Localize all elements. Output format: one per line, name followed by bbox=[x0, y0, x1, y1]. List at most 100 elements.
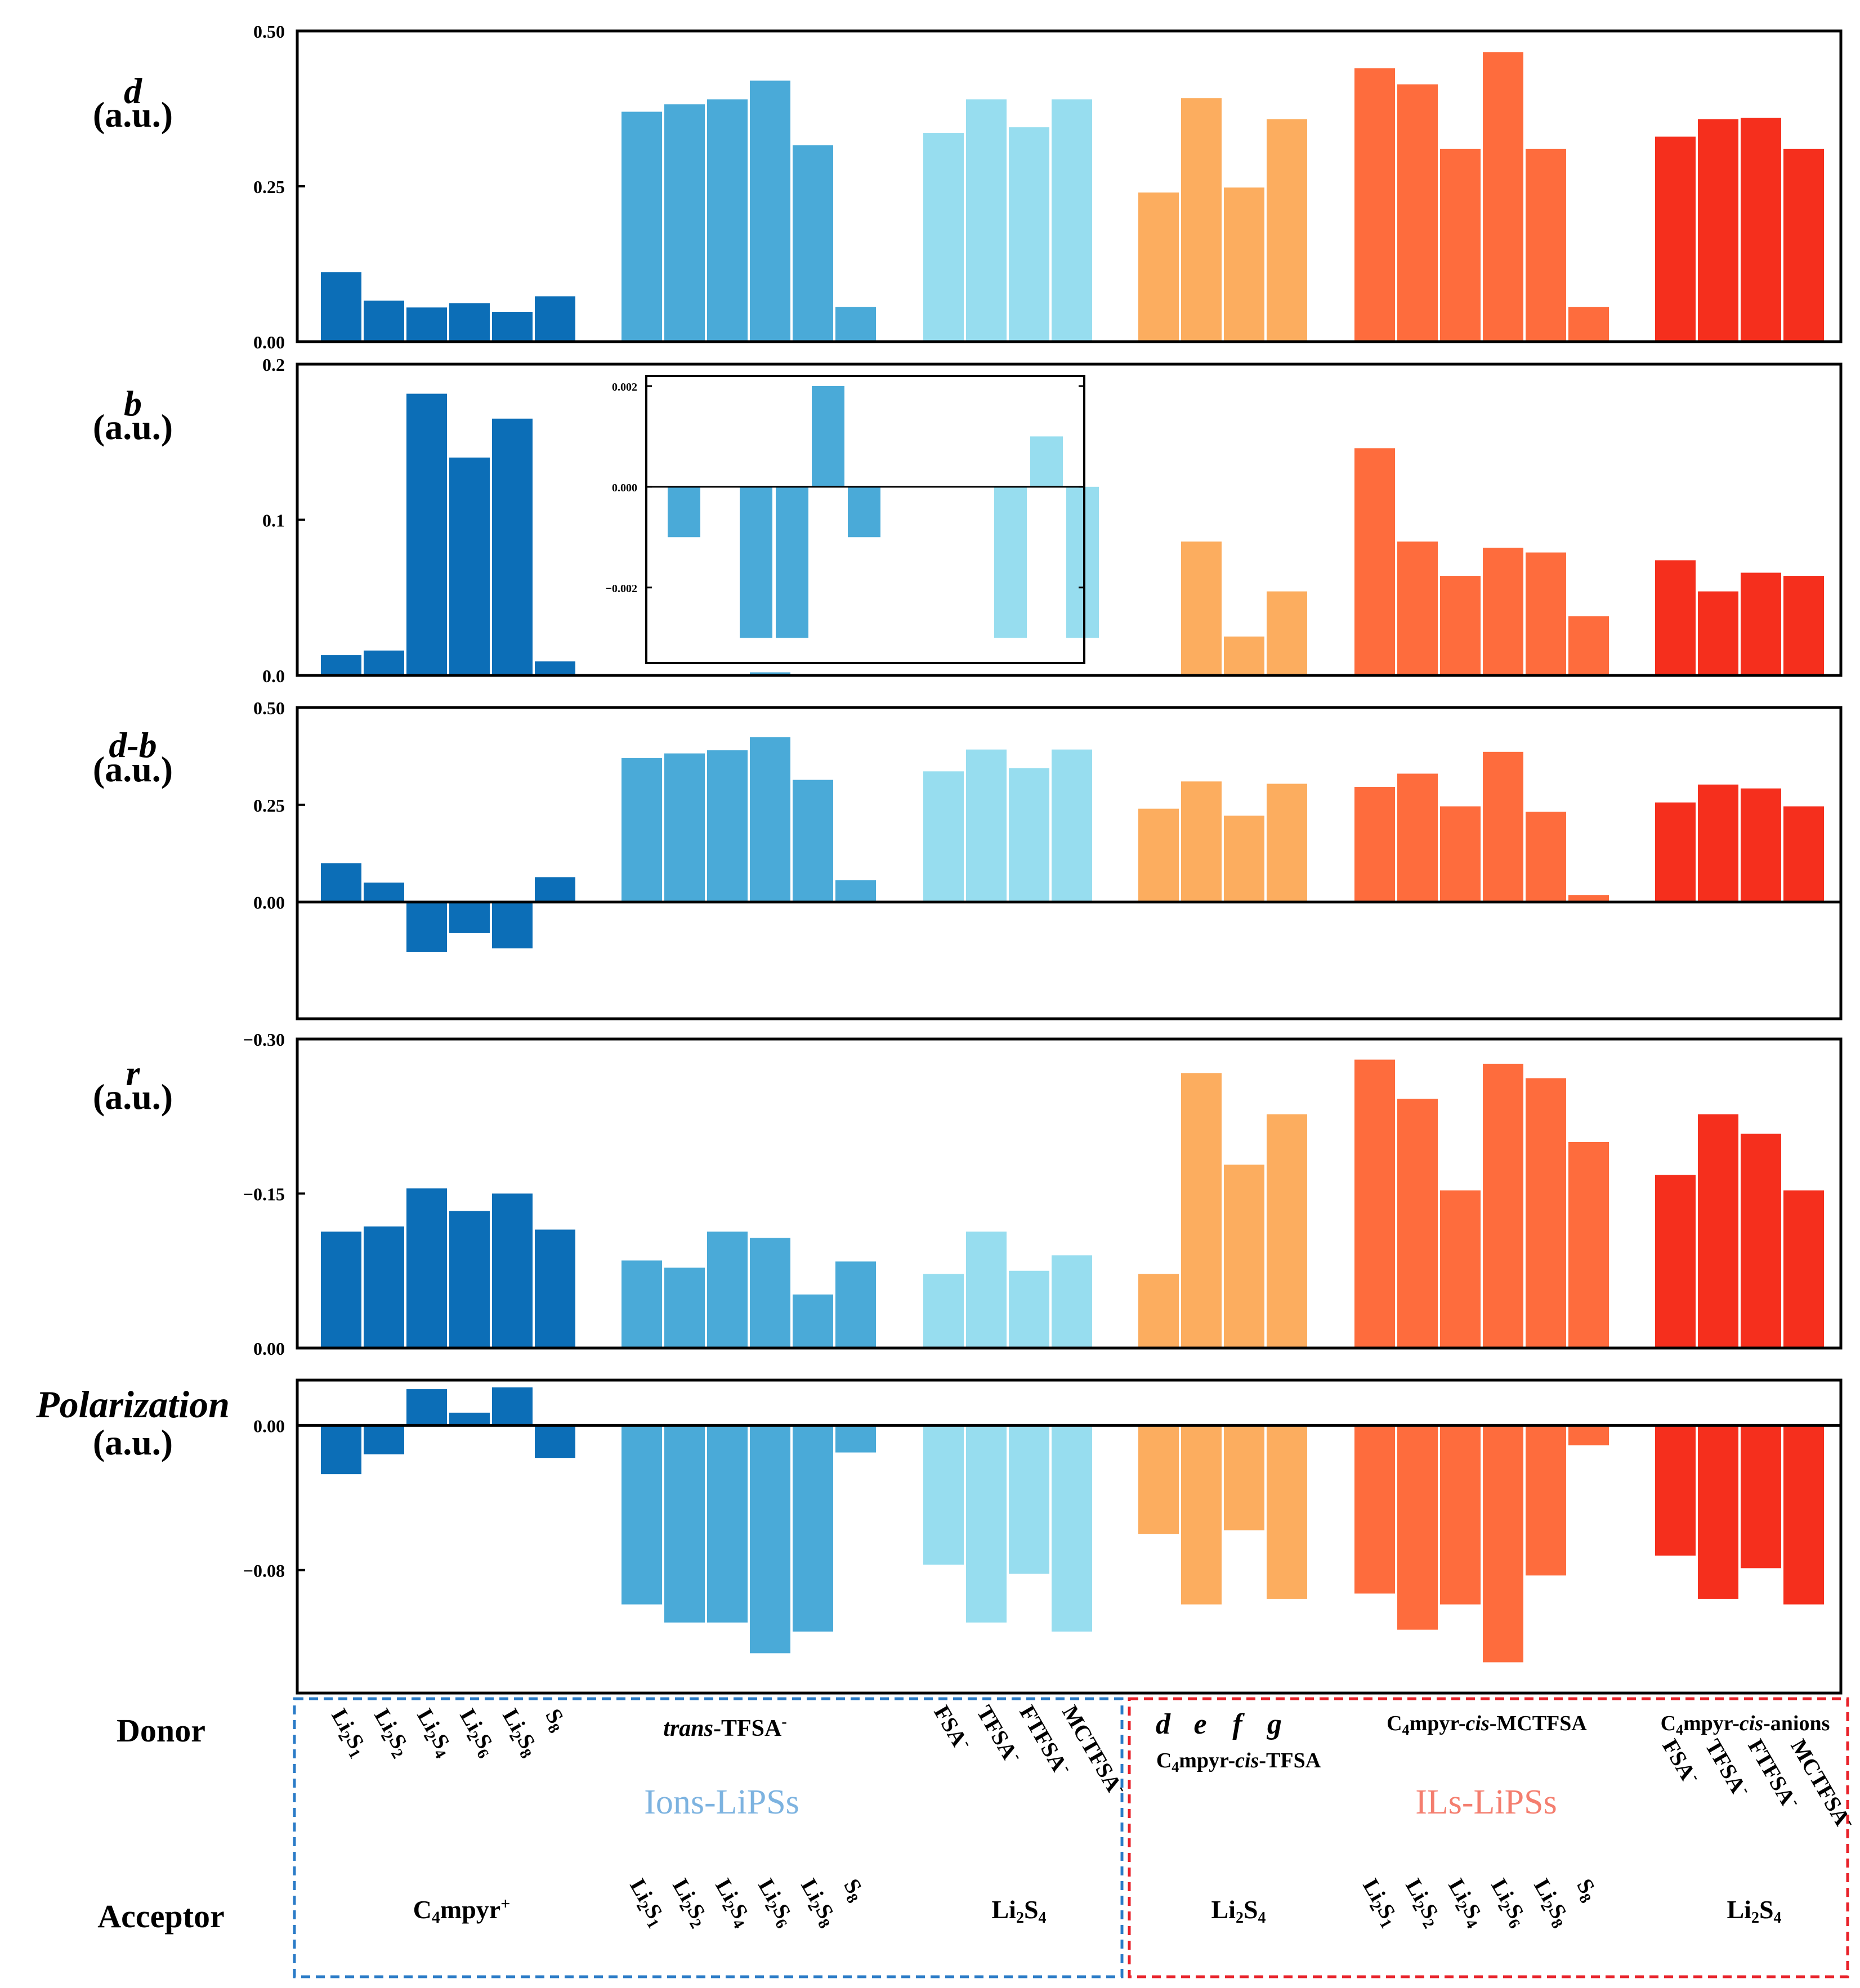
bar-b-g1-1 bbox=[321, 655, 361, 675]
bar-polarization-g1-1 bbox=[321, 1425, 361, 1475]
bar-d-b-g4-2 bbox=[1181, 781, 1222, 902]
ylabel-b: b bbox=[124, 383, 142, 423]
bar-d-g6-4 bbox=[1783, 149, 1824, 342]
bar-d-b-g3-2 bbox=[966, 749, 1007, 902]
ylabel-unit-d: (a.u.) bbox=[93, 95, 173, 135]
donor-g4-label: C4mpyr-cis-TFSA bbox=[1156, 1749, 1321, 1775]
acceptor-g2-label-6: S8 bbox=[836, 1874, 871, 1906]
bar-polarization-g6-3 bbox=[1741, 1425, 1781, 1569]
bar-polarization-g5-2 bbox=[1397, 1425, 1438, 1630]
bar-d-g6-3 bbox=[1741, 118, 1781, 342]
bar-b-g6-2 bbox=[1698, 591, 1738, 675]
ytick-label-r-1: −0.15 bbox=[243, 1184, 285, 1205]
acceptor-g2-label-2: Li2S2 bbox=[665, 1874, 714, 1932]
donor-g4-letter-g: g bbox=[1267, 1708, 1282, 1740]
inset-bar-g3-3 bbox=[1030, 436, 1063, 487]
bar-b-g2-4 bbox=[750, 672, 790, 675]
bar-d-g1-3 bbox=[406, 307, 447, 342]
ytick-label-polarization-0: 0.00 bbox=[253, 1416, 285, 1436]
bar-d-g4-1 bbox=[1138, 192, 1179, 342]
bar-polarization-g5-1 bbox=[1354, 1425, 1395, 1594]
bar-polarization-g3-4 bbox=[1052, 1425, 1092, 1632]
inset-bar-g2-5 bbox=[812, 386, 844, 487]
bar-r-g6-4 bbox=[1783, 1190, 1824, 1348]
bar-d-b-g2-2 bbox=[664, 753, 705, 902]
acceptor-g3-label: Li2S4 bbox=[991, 1895, 1046, 1927]
acceptor-g2-label-3: Li2S4 bbox=[708, 1874, 757, 1932]
bar-r-g2-4 bbox=[750, 1238, 790, 1348]
ylabel-r: r bbox=[126, 1053, 141, 1093]
donor-g1-label-6: S8 bbox=[538, 1704, 573, 1736]
plot-frame-polarization bbox=[296, 1378, 1843, 1695]
panel-b: 0.0 0.1 0.2 b(a.u.) 0.002 0.000 −0.002 bbox=[93, 355, 1843, 686]
bar-polarization-g5-4 bbox=[1483, 1425, 1523, 1663]
acceptor-g4-label: Li2S4 bbox=[1211, 1895, 1266, 1927]
bar-d-g2-6 bbox=[835, 307, 876, 342]
bar-polarization-g1-5 bbox=[492, 1387, 533, 1426]
bar-d-g3-1 bbox=[923, 133, 964, 342]
acceptor-g5-label-2: Li2S2 bbox=[1398, 1874, 1447, 1932]
bar-b-g1-4 bbox=[449, 457, 490, 675]
inset-b: 0.002 0.000 −0.002 bbox=[606, 375, 1099, 664]
bar-d-g5-4 bbox=[1483, 52, 1523, 342]
donor-g4-letter-d: d bbox=[1156, 1708, 1171, 1740]
bar-d-g1-1 bbox=[321, 272, 361, 342]
bar-b-g6-4 bbox=[1783, 576, 1824, 675]
donor-g6-anion-label-1: FSA- bbox=[1657, 1734, 1705, 1789]
bar-r-g6-3 bbox=[1741, 1134, 1781, 1348]
plot-frame-d-b bbox=[296, 706, 1843, 1020]
donor-g6-label: C4mpyr-cis-anions bbox=[1661, 1712, 1830, 1738]
bar-r-g5-4 bbox=[1483, 1063, 1523, 1348]
bar-r-g1-1 bbox=[321, 1232, 361, 1348]
bar-r-g2-1 bbox=[622, 1260, 662, 1348]
bar-d-b-g1-6 bbox=[535, 877, 575, 902]
bar-d-b-g5-4 bbox=[1483, 751, 1523, 902]
bar-b-g5-3 bbox=[1440, 576, 1481, 675]
inset-ytick-label-2: −0.002 bbox=[606, 583, 637, 595]
bar-r-g3-2 bbox=[966, 1232, 1007, 1348]
bar-polarization-g2-4 bbox=[750, 1425, 790, 1654]
bar-r-g1-2 bbox=[364, 1226, 404, 1348]
donor-g1-label-2: Li2S2 bbox=[366, 1704, 416, 1762]
bar-d-b-g5-5 bbox=[1526, 812, 1566, 902]
bar-d-b-g3-1 bbox=[923, 771, 964, 902]
donor-label: Donor bbox=[117, 1712, 205, 1749]
bar-polarization-g2-1 bbox=[622, 1425, 662, 1605]
bar-d-b-g2-5 bbox=[793, 780, 833, 902]
bar-b-g4-4 bbox=[1267, 591, 1307, 675]
ions-lipss-title: Ions-LiPSs bbox=[644, 1783, 799, 1821]
bar-d-b-g5-6 bbox=[1568, 895, 1609, 902]
bar-d-g5-3 bbox=[1440, 149, 1481, 342]
bar-d-b-g1-1 bbox=[321, 863, 361, 902]
bar-b-g5-2 bbox=[1397, 541, 1438, 675]
ylabel-unit-r: (a.u.) bbox=[93, 1077, 173, 1117]
panel-d-b: 0.00 0.25 0.50 d-b(a.u.) bbox=[93, 698, 1843, 1020]
inset-bar-g3-4 bbox=[1066, 486, 1099, 638]
bar-polarization-g4-3 bbox=[1224, 1425, 1264, 1530]
bar-d-g4-2 bbox=[1181, 98, 1222, 342]
donor-g1-label-3: Li2S4 bbox=[409, 1704, 459, 1762]
bar-d-b-g1-4 bbox=[449, 902, 490, 933]
donor-g4-letter-f: f bbox=[1232, 1708, 1245, 1740]
bar-r-g4-1 bbox=[1138, 1274, 1179, 1348]
acceptor-g5-label-4: Li2S6 bbox=[1483, 1874, 1533, 1932]
bar-r-g2-6 bbox=[835, 1261, 876, 1348]
bar-d-b-g6-1 bbox=[1655, 802, 1696, 902]
bar-d-b-g4-1 bbox=[1138, 808, 1179, 902]
donor-g6-anion-label-2: TFSA- bbox=[1700, 1734, 1755, 1802]
bar-r-g6-1 bbox=[1655, 1175, 1696, 1348]
bar-r-g2-2 bbox=[664, 1268, 705, 1348]
donor-g1-label-1: Li2S1 bbox=[324, 1704, 373, 1762]
bar-d-g1-4 bbox=[449, 303, 490, 342]
bar-r-g1-6 bbox=[535, 1229, 575, 1348]
bar-polarization-g4-2 bbox=[1181, 1425, 1222, 1605]
bar-d-g2-2 bbox=[664, 104, 705, 342]
bar-polarization-g6-1 bbox=[1655, 1425, 1696, 1556]
bar-polarization-g5-3 bbox=[1440, 1425, 1481, 1605]
bar-b-g5-1 bbox=[1354, 448, 1395, 675]
ylabel-d-b: d-b bbox=[109, 725, 157, 765]
ytick-label-r-2: −0.30 bbox=[243, 1029, 285, 1050]
bar-polarization-g3-1 bbox=[923, 1425, 964, 1565]
bar-d-b-g2-3 bbox=[707, 750, 748, 902]
